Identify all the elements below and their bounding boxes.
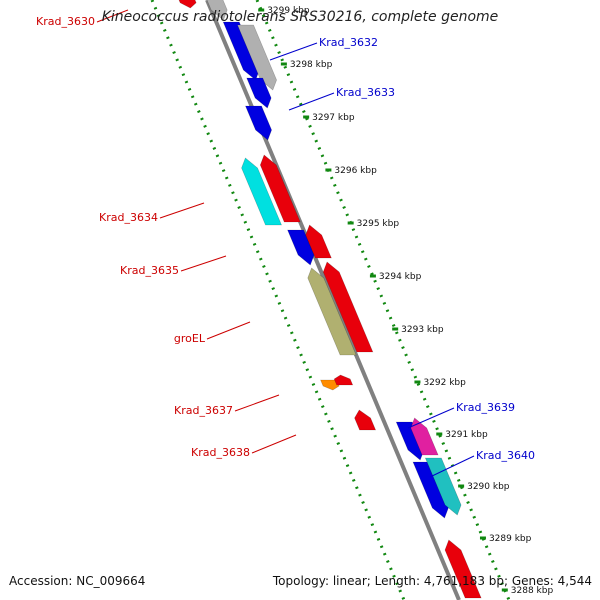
accession-text: Accession: NC_009664 [9, 574, 146, 588]
gene-arrow[interactable] [237, 24, 277, 91]
tick-label: 3296 kbp [334, 166, 377, 176]
gene-label[interactable]: Krad_3634 [99, 211, 158, 224]
gene-arrow[interactable] [241, 157, 282, 226]
gene-arrow[interactable] [305, 224, 332, 259]
gene-leader-line [159, 202, 205, 219]
gene-label[interactable]: groEL [174, 332, 206, 345]
gene-label[interactable]: Krad_3630 [36, 15, 95, 28]
gene-arrow[interactable] [222, 21, 260, 81]
map-title: Kineococcus radiotolerans SRS30216, comp… [101, 9, 499, 25]
gene-arrow[interactable] [333, 374, 354, 386]
tick-label: 3290 kbp [467, 482, 510, 492]
gene-label[interactable]: Krad_3640 [476, 449, 535, 462]
gene-label[interactable]: Krad_3639 [456, 401, 515, 414]
gene-arrow[interactable] [444, 539, 482, 599]
gene-label[interactable]: Krad_3637 [174, 404, 233, 417]
gene-label[interactable]: Krad_3635 [120, 264, 179, 277]
gene-arrow[interactable] [354, 409, 377, 431]
tick-label: 3288 kbp [511, 586, 554, 596]
gene-leader-line [407, 407, 455, 429]
gene-arrow[interactable] [320, 379, 340, 391]
tick-label: 3289 kbp [489, 534, 532, 544]
gene-arrow[interactable] [307, 267, 357, 356]
tick-label: 3298 kbp [290, 60, 333, 70]
summary-text: Topology: linear; Length: 4,761,183 bp; … [272, 574, 592, 588]
gene-arrow[interactable] [412, 461, 449, 519]
gene-arrow[interactable] [287, 229, 315, 266]
tick-label: 3299 kbp [267, 6, 310, 16]
gene-leader-line [429, 455, 475, 478]
gene-arrow[interactable] [259, 154, 301, 223]
gene-arrow[interactable] [205, 0, 228, 21]
gene-arrow[interactable] [322, 261, 374, 353]
gene-leader-line [234, 394, 280, 412]
gene-label[interactable]: Krad_3632 [319, 36, 378, 49]
tick-label: 3294 kbp [379, 272, 422, 282]
tick-label: 3295 kbp [357, 219, 400, 229]
gene-leader-line [288, 92, 335, 111]
gene-label[interactable]: Krad_3638 [191, 446, 250, 459]
gene-arrow[interactable] [246, 77, 272, 109]
gene-arrow[interactable] [177, 0, 197, 9]
gene-leader-line [269, 42, 318, 61]
gene-leader-line [180, 255, 227, 272]
gene-leader-line [251, 434, 297, 454]
gene-leader-line [96, 9, 129, 23]
gene-label[interactable]: Krad_3633 [336, 86, 395, 99]
gene-arrow[interactable] [424, 457, 462, 516]
gene-leader-line [206, 321, 251, 340]
tick-label: 3292 kbp [423, 378, 466, 388]
tick-label: 3291 kbp [445, 430, 488, 440]
tick-label: 3293 kbp [401, 325, 444, 335]
tick-label: 3297 kbp [312, 113, 355, 123]
gene-arrow[interactable] [245, 105, 272, 141]
